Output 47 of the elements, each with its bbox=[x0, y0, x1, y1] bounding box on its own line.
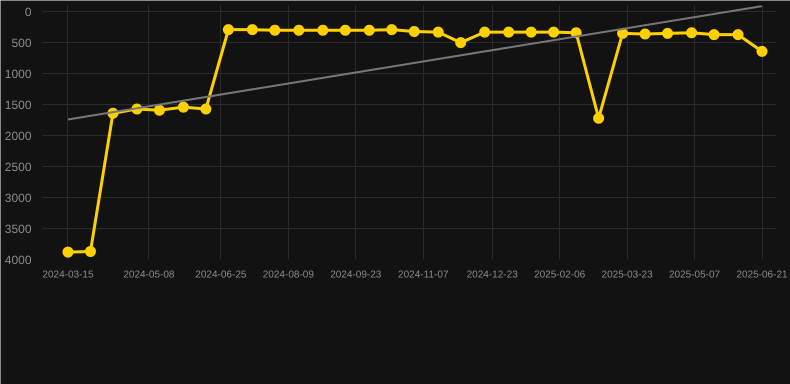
point bbox=[62, 246, 74, 258]
x-tick-label: 2024-03-15 bbox=[42, 270, 94, 280]
point bbox=[432, 26, 444, 38]
point bbox=[526, 26, 537, 38]
y-tick-label: 4000 bbox=[4, 253, 32, 267]
point bbox=[662, 28, 674, 39]
x-tick-label: 2024-05-08 bbox=[123, 270, 175, 280]
point bbox=[200, 103, 212, 114]
x-tick-label: 2024-09-23 bbox=[330, 270, 382, 280]
y-tick-label: 2000 bbox=[4, 129, 32, 144]
y-tick-label: 1500 bbox=[4, 98, 32, 112]
y-tick-label: 1000 bbox=[4, 67, 32, 82]
point bbox=[640, 28, 651, 40]
y-tick-label: 3000 bbox=[4, 191, 32, 206]
x-tick-label: 2024-12-23 bbox=[466, 270, 518, 280]
point bbox=[732, 29, 744, 40]
point bbox=[340, 24, 351, 36]
point bbox=[756, 46, 768, 57]
point bbox=[246, 24, 258, 36]
y-tick-label: 0 bbox=[24, 5, 32, 20]
point bbox=[364, 24, 375, 36]
point bbox=[479, 26, 490, 38]
point bbox=[386, 24, 398, 36]
point bbox=[455, 37, 466, 48]
point bbox=[503, 26, 514, 38]
point bbox=[686, 27, 698, 38]
point bbox=[293, 24, 304, 36]
point bbox=[154, 104, 165, 116]
point bbox=[84, 246, 96, 257]
point bbox=[408, 26, 420, 38]
x-tick-label: 2025-03-23 bbox=[602, 270, 654, 280]
x-tick-label: 2025-06-21 bbox=[736, 270, 788, 280]
point bbox=[548, 26, 560, 38]
point bbox=[317, 24, 328, 36]
point bbox=[593, 112, 604, 124]
y-tick-label: 2500 bbox=[4, 160, 32, 174]
y-tick-label: 500 bbox=[11, 36, 32, 50]
x-tick-label: 2024-11-07 bbox=[398, 270, 449, 280]
point bbox=[222, 24, 234, 36]
x-tick-label: 2024-08-09 bbox=[262, 270, 314, 280]
x-tick-label: 2025-05-07 bbox=[668, 270, 721, 280]
y-tick-label: 3500 bbox=[4, 222, 32, 236]
point bbox=[178, 102, 189, 113]
x-tick-label: 2024-06-25 bbox=[195, 270, 247, 280]
point bbox=[269, 24, 280, 36]
point bbox=[708, 29, 720, 40]
x-tick-label: 2025-02-06 bbox=[534, 270, 586, 280]
